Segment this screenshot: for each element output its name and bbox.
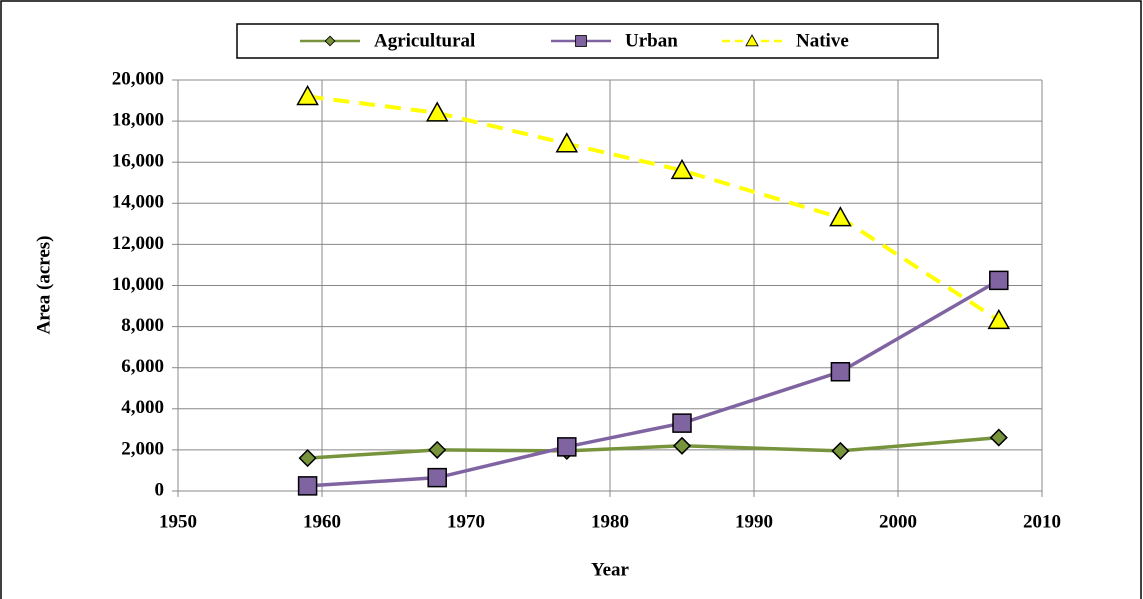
legend-label: Agricultural — [374, 30, 475, 51]
data-point — [989, 270, 1009, 291]
y-tick-label: 16,000 — [112, 151, 164, 172]
y-tick-label: 6,000 — [121, 356, 164, 377]
data-point — [428, 440, 447, 459]
data-point — [555, 132, 579, 153]
data-point — [670, 158, 694, 180]
data-point — [831, 441, 850, 460]
y-tick-label: 18,000 — [112, 109, 164, 130]
y-tick-label: 8,000 — [121, 315, 164, 336]
x-tick-label: 1950 — [159, 511, 197, 532]
x-tick-label: 1980 — [591, 511, 629, 532]
series-line — [307, 435, 999, 460]
data-point — [296, 84, 319, 106]
y-tick-label: 2,000 — [121, 438, 164, 459]
y-tick-label: 4,000 — [121, 397, 164, 418]
data-point — [425, 101, 449, 122]
x-tick-label: 1960 — [303, 511, 341, 532]
x-tick-label: 1990 — [735, 511, 773, 532]
series-line — [307, 278, 1000, 488]
legend-marker — [575, 35, 587, 47]
legend-label: Urban — [625, 30, 678, 51]
legend-marker — [324, 35, 336, 47]
y-tick-label: 14,000 — [112, 192, 164, 213]
y-tick-label: 20,000 — [112, 68, 164, 89]
data-point — [427, 467, 447, 488]
legend-label: Native — [796, 30, 849, 51]
series-line — [307, 94, 1000, 323]
legend-marker — [745, 34, 759, 47]
data-point — [829, 206, 852, 227]
y-tick-label: 12,000 — [112, 233, 164, 254]
y-axis-title: Area (acres) — [33, 236, 54, 335]
data-point — [989, 428, 1008, 447]
data-point — [298, 449, 317, 468]
data-point — [987, 308, 1011, 330]
x-axis-title: Year — [591, 559, 630, 580]
x-tick-label: 2010 — [1023, 511, 1061, 532]
x-tick-label: 1970 — [447, 511, 485, 532]
y-tick-label: 10,000 — [112, 274, 164, 295]
x-tick-label: 2000 — [879, 511, 917, 532]
data-point — [672, 413, 692, 433]
data-point — [830, 362, 851, 382]
data-point — [672, 436, 692, 455]
data-point — [297, 476, 318, 496]
y-tick-label: 0 — [155, 479, 165, 500]
data-point — [557, 437, 577, 457]
